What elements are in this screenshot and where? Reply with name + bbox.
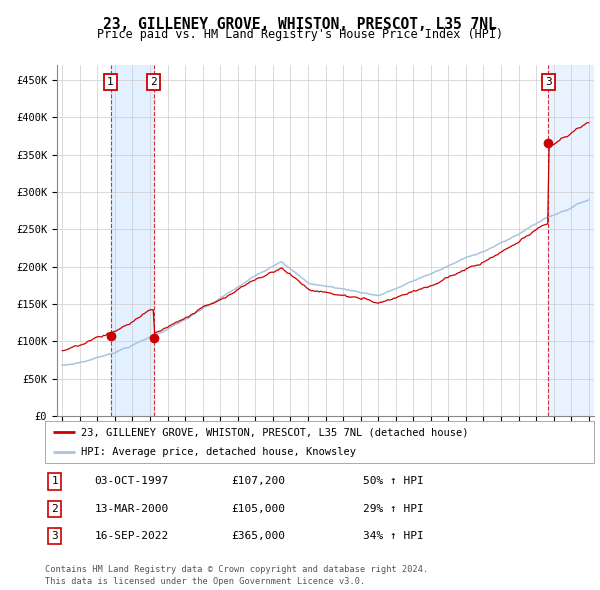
Text: 16-SEP-2022: 16-SEP-2022 bbox=[94, 531, 169, 541]
Text: 03-OCT-1997: 03-OCT-1997 bbox=[94, 477, 169, 487]
Text: HPI: Average price, detached house, Knowsley: HPI: Average price, detached house, Know… bbox=[80, 447, 356, 457]
Text: 29% ↑ HPI: 29% ↑ HPI bbox=[364, 504, 424, 514]
Text: 13-MAR-2000: 13-MAR-2000 bbox=[94, 504, 169, 514]
Bar bbox=[110, 65, 154, 416]
Text: Price paid vs. HM Land Registry's House Price Index (HPI): Price paid vs. HM Land Registry's House … bbox=[97, 28, 503, 41]
Text: £365,000: £365,000 bbox=[232, 531, 286, 541]
Bar bbox=[548, 65, 598, 416]
Text: 34% ↑ HPI: 34% ↑ HPI bbox=[364, 531, 424, 541]
Text: 3: 3 bbox=[52, 531, 58, 541]
Text: £105,000: £105,000 bbox=[232, 504, 286, 514]
Text: 50% ↑ HPI: 50% ↑ HPI bbox=[364, 477, 424, 487]
Text: 3: 3 bbox=[545, 77, 552, 87]
Text: 2: 2 bbox=[52, 504, 58, 514]
Text: This data is licensed under the Open Government Licence v3.0.: This data is licensed under the Open Gov… bbox=[45, 577, 365, 586]
Text: Contains HM Land Registry data © Crown copyright and database right 2024.: Contains HM Land Registry data © Crown c… bbox=[45, 565, 428, 573]
Text: 1: 1 bbox=[52, 477, 58, 487]
Text: 23, GILLENEY GROVE, WHISTON, PRESCOT, L35 7NL: 23, GILLENEY GROVE, WHISTON, PRESCOT, L3… bbox=[103, 17, 497, 31]
Text: 23, GILLENEY GROVE, WHISTON, PRESCOT, L35 7NL (detached house): 23, GILLENEY GROVE, WHISTON, PRESCOT, L3… bbox=[80, 427, 468, 437]
Text: 1: 1 bbox=[107, 77, 114, 87]
Text: 2: 2 bbox=[150, 77, 157, 87]
Text: £107,200: £107,200 bbox=[232, 477, 286, 487]
